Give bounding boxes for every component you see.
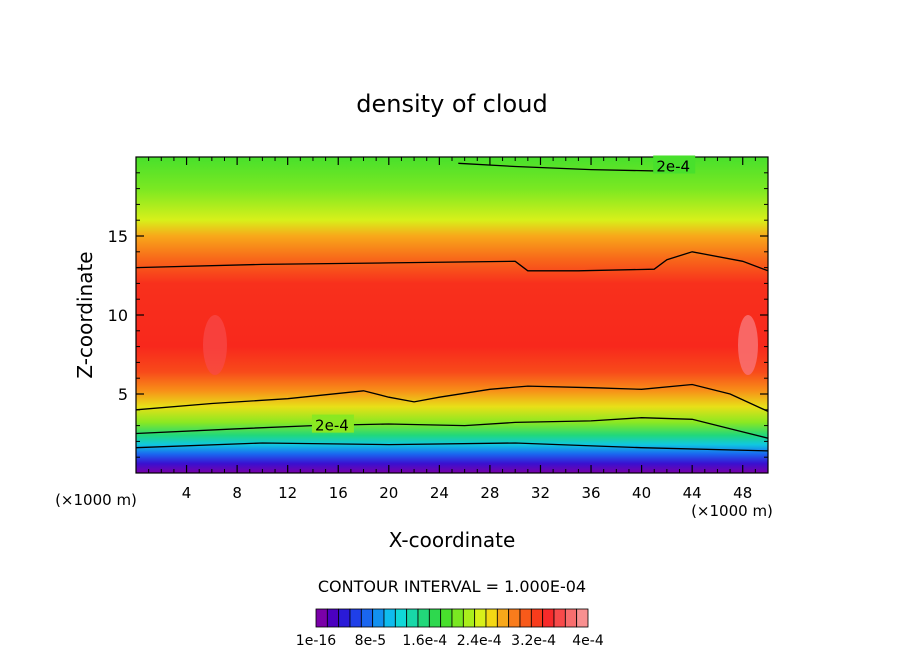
x-tick-label: 40 xyxy=(632,484,651,502)
contour-line xyxy=(136,251,768,272)
colorbar-swatch xyxy=(417,608,430,628)
colorbar-swatch xyxy=(508,608,521,628)
colorbar xyxy=(315,608,589,628)
heatmap-background xyxy=(136,157,768,473)
x-axis-label: X-coordinate xyxy=(389,528,516,552)
contour-line xyxy=(458,162,667,172)
colorbar-swatch xyxy=(496,608,510,628)
colorbar-swatch xyxy=(394,608,408,628)
contour-line xyxy=(136,442,768,452)
colorbar-label: 1e-16 xyxy=(296,633,336,649)
colorbar-swatch xyxy=(485,608,498,628)
y-tick-label: 5 xyxy=(118,385,128,404)
colorbar-label: 4e-4 xyxy=(572,633,604,649)
colorbar-swatch xyxy=(338,608,351,628)
colorbar-swatch xyxy=(474,608,487,628)
contour-label-group: 2e-4 2e-4 xyxy=(311,155,696,435)
colorbar-swatch xyxy=(530,608,544,628)
contour-lines xyxy=(136,162,768,452)
colorbar-label: 3.2e-4 xyxy=(511,633,556,649)
colorbar-swatch xyxy=(360,608,374,628)
contour-label: 2e-4 xyxy=(656,157,690,175)
x-tick-label: 48 xyxy=(733,484,752,502)
x-tick-label: 8 xyxy=(232,484,242,502)
colorbar-swatch xyxy=(553,608,566,628)
colorbar-swatch xyxy=(315,608,328,628)
max-density-blob xyxy=(738,315,758,375)
y-tick-label: 15 xyxy=(108,227,128,246)
contour-line xyxy=(136,383,768,412)
colorbar-swatch xyxy=(372,608,385,628)
colorbar-swatch xyxy=(576,608,589,628)
max-density-blob xyxy=(203,315,227,375)
colorbar-label: 2.4e-4 xyxy=(457,633,502,649)
colorbar-label: 8e-5 xyxy=(355,633,386,649)
colorbar-swatch xyxy=(406,608,419,628)
colorbar-swatch xyxy=(383,608,396,628)
x-tick-label: 16 xyxy=(329,484,348,502)
colorbar-swatch xyxy=(451,608,464,628)
contour-label-background xyxy=(311,414,354,433)
x-unit-label-left: (×1000 m) xyxy=(55,491,137,509)
x-tick-label: 44 xyxy=(683,484,702,502)
colorbar-swatch xyxy=(440,608,453,628)
colorbar-swatch xyxy=(519,608,532,628)
colorbar-swatch xyxy=(462,608,476,628)
x-tick-label: 4 xyxy=(182,484,192,502)
x-tick-label: 20 xyxy=(379,484,398,502)
colorbar-labels: 1e-16 8e-5 1.6e-4 2.4e-4 3.2e-4 4e-4 xyxy=(296,633,604,649)
heatmap-field xyxy=(136,157,768,473)
y-axis: 5 10 15 xyxy=(108,172,768,458)
x-tick-label: 28 xyxy=(480,484,499,502)
colorbar-swatch xyxy=(564,608,578,628)
y-tick-label: 10 xyxy=(108,306,128,325)
y-axis-label: Z-coordinate xyxy=(73,251,97,378)
contour-label: 2e-4 xyxy=(315,417,349,435)
colorbar-swatch xyxy=(542,608,555,628)
contour-label-background xyxy=(653,155,696,174)
x-axis: 4 8 12 16 20 24 28 32 36 40 44 48 xyxy=(148,157,756,502)
colorbar-label: 1.6e-4 xyxy=(402,633,447,649)
colorbar-swatch xyxy=(428,608,442,628)
contour-interval-label: CONTOUR INTERVAL = 1.000E-04 xyxy=(318,577,586,596)
colorbar-swatch xyxy=(349,608,362,628)
x-tick-label: 12 xyxy=(278,484,297,502)
colorbar-swatch xyxy=(326,608,340,628)
x-unit-label-right: (×1000 m) xyxy=(691,502,773,520)
chart-title: density of cloud xyxy=(356,90,547,118)
x-tick-label: 24 xyxy=(430,484,449,502)
x-tick-label: 36 xyxy=(581,484,600,502)
x-tick-label: 32 xyxy=(531,484,550,502)
contour-line xyxy=(136,417,768,439)
